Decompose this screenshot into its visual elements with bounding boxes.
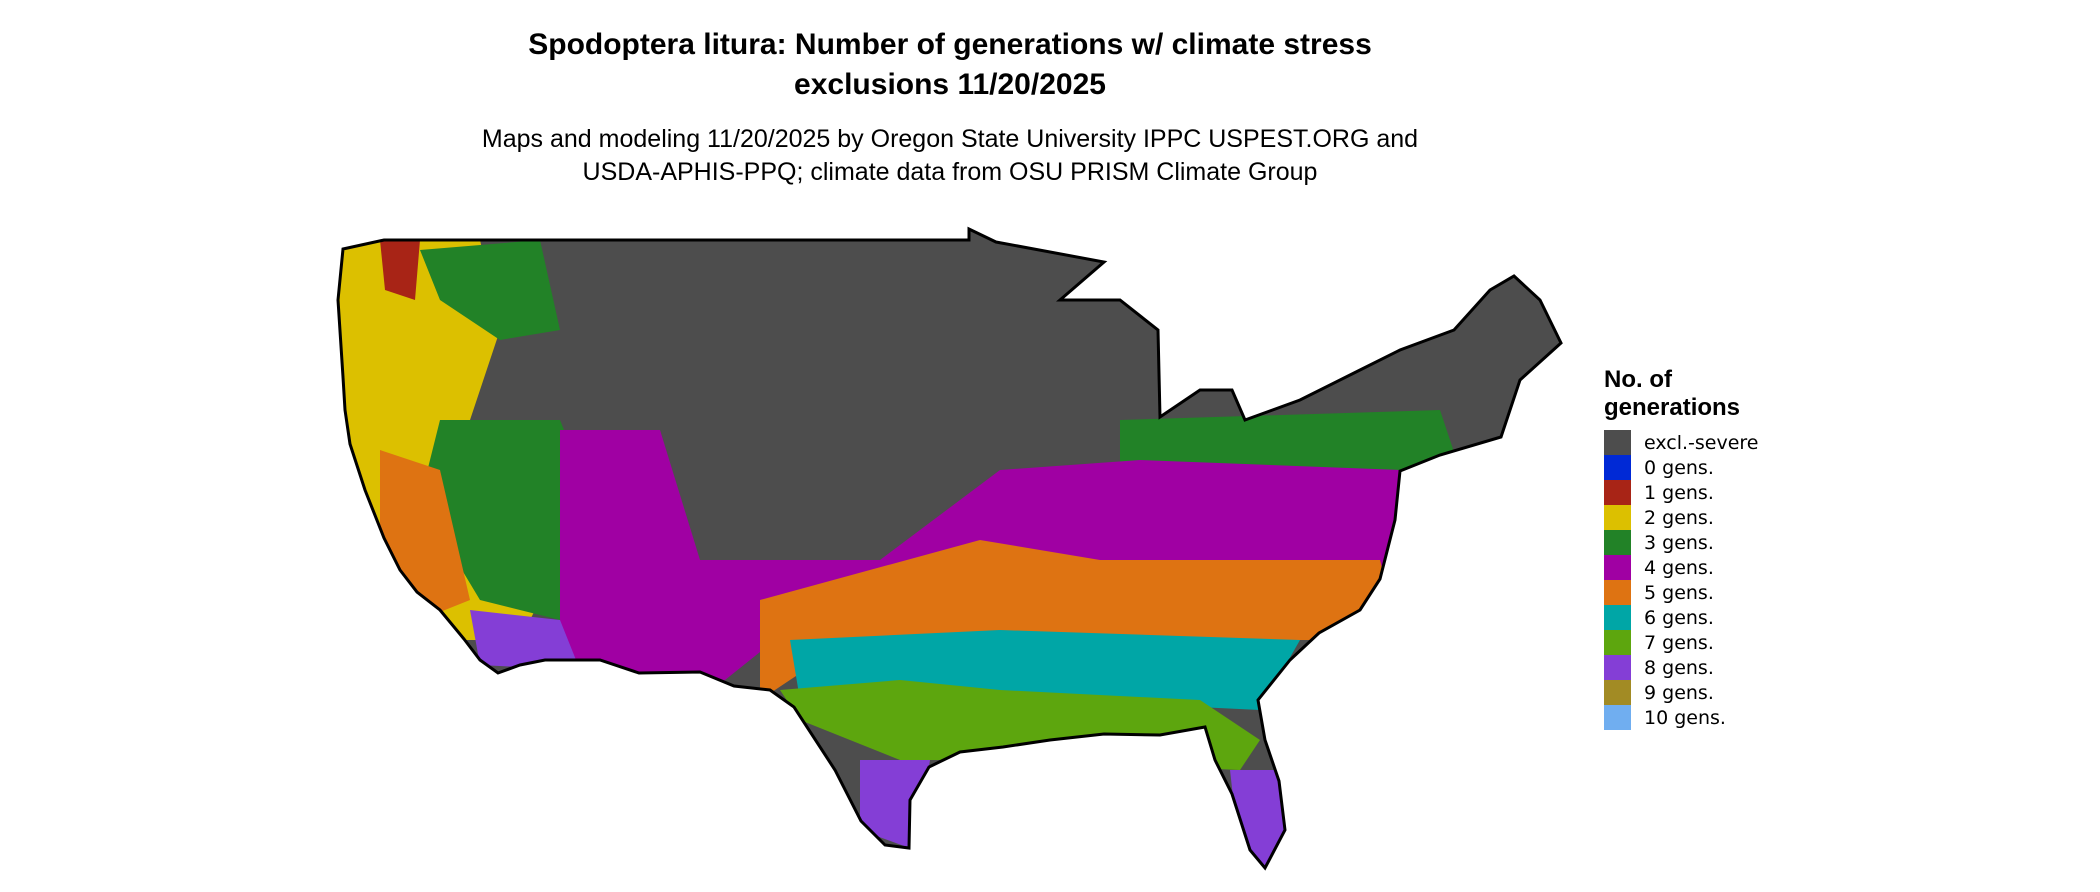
region-3-gens-northwest: [420, 240, 560, 340]
legend-title: No. of generations: [1604, 366, 1759, 422]
region-8-gens-florida: [1230, 770, 1285, 868]
legend-item: 3 gens.: [1604, 530, 1759, 555]
legend-title-line1: No. of: [1604, 366, 1672, 393]
legend-label: 5 gens.: [1644, 581, 1714, 604]
legend-item: 4 gens.: [1604, 555, 1759, 580]
legend-item: 1 gens.: [1604, 480, 1759, 505]
legend-label: 4 gens.: [1644, 556, 1714, 579]
legend-item: 7 gens.: [1604, 630, 1759, 655]
subtitle-line2: USDA-APHIS-PPQ; climate data from OSU PR…: [582, 158, 1318, 186]
legend-label: 9 gens.: [1644, 681, 1714, 704]
subtitle-line1: Maps and modeling 11/20/2025 by Oregon S…: [481, 125, 1419, 153]
region-1-gens: [380, 240, 420, 300]
legend-swatch: [1604, 705, 1631, 730]
legend-item: 6 gens.: [1604, 605, 1759, 630]
legend-label: excl.-severe: [1644, 431, 1759, 454]
legend-label: 0 gens.: [1644, 456, 1714, 479]
legend-item: 10 gens.: [1604, 705, 1759, 730]
legend-swatch: [1604, 455, 1631, 480]
map-title-line2: exclusions 11/20/2025: [794, 68, 1106, 101]
legend-label: 10 gens.: [1644, 706, 1726, 729]
legend-item: excl.-severe: [1604, 430, 1759, 455]
legend-item: 9 gens.: [1604, 680, 1759, 705]
legend-item: 2 gens.: [1604, 505, 1759, 530]
legend-swatch: [1604, 680, 1631, 705]
legend-swatch: [1604, 505, 1631, 530]
legend-label: 6 gens.: [1644, 606, 1714, 629]
legend-swatch: [1604, 430, 1631, 455]
legend-label: 8 gens.: [1644, 656, 1714, 679]
region-8-gens-texas: [860, 760, 930, 850]
legend: No. of generations excl.-severe 0 gens. 1 …: [1604, 366, 1759, 730]
map-title-line1: Spodoptera litura: Number of generations…: [528, 28, 1372, 61]
legend-label: 3 gens.: [1644, 531, 1714, 554]
legend-title-line2: generations: [1604, 394, 1741, 421]
legend-label: 1 gens.: [1644, 481, 1714, 504]
legend-swatch: [1604, 630, 1631, 655]
legend-item: 5 gens.: [1604, 580, 1759, 605]
legend-item: 8 gens.: [1604, 655, 1759, 680]
legend-label: 2 gens.: [1644, 506, 1714, 529]
region-3-gens-west: [420, 420, 600, 620]
legend-swatch: [1604, 580, 1631, 605]
region-8-gens-southwest: [470, 610, 580, 670]
legend-label: 7 gens.: [1644, 631, 1714, 654]
legend-swatch: [1604, 605, 1631, 630]
region-5-gens: [760, 540, 1390, 700]
legend-swatch: [1604, 530, 1631, 555]
legend-swatch: [1604, 480, 1631, 505]
legend-swatch: [1604, 555, 1631, 580]
legend-item: 0 gens.: [1604, 455, 1759, 480]
legend-swatch: [1604, 655, 1631, 680]
